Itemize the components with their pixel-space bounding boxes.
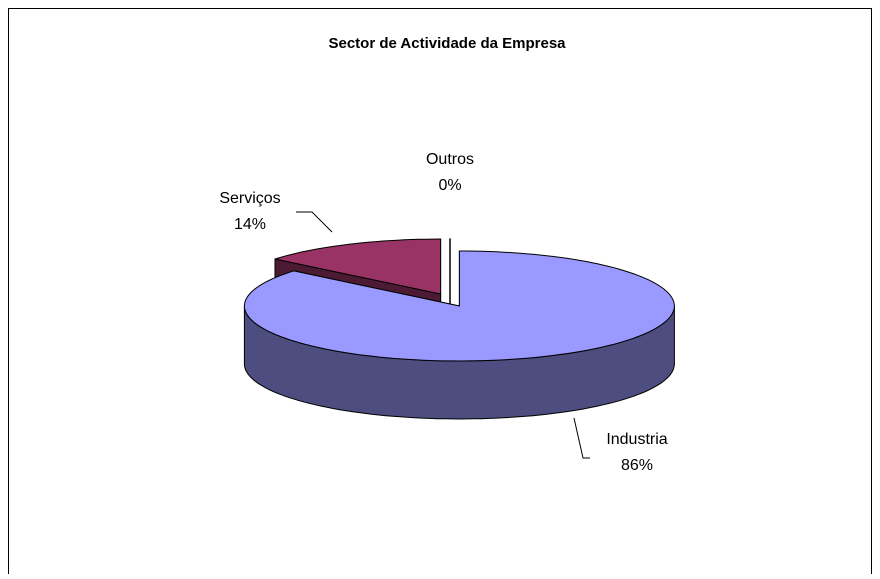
data-label-name: Outros xyxy=(426,151,474,168)
data-label-name: Serviços xyxy=(219,190,280,207)
data-label-value: 0% xyxy=(438,177,461,194)
leader-line xyxy=(573,417,590,459)
pie-slice xyxy=(274,238,442,295)
data-label-name: Industria xyxy=(606,431,667,448)
data-label-value: 14% xyxy=(234,216,266,233)
chart-title: Sector de Actividade da Empresa xyxy=(328,35,566,52)
data-label-value: 86% xyxy=(621,457,653,474)
pie-slice xyxy=(243,250,675,362)
leader-line xyxy=(296,211,333,233)
